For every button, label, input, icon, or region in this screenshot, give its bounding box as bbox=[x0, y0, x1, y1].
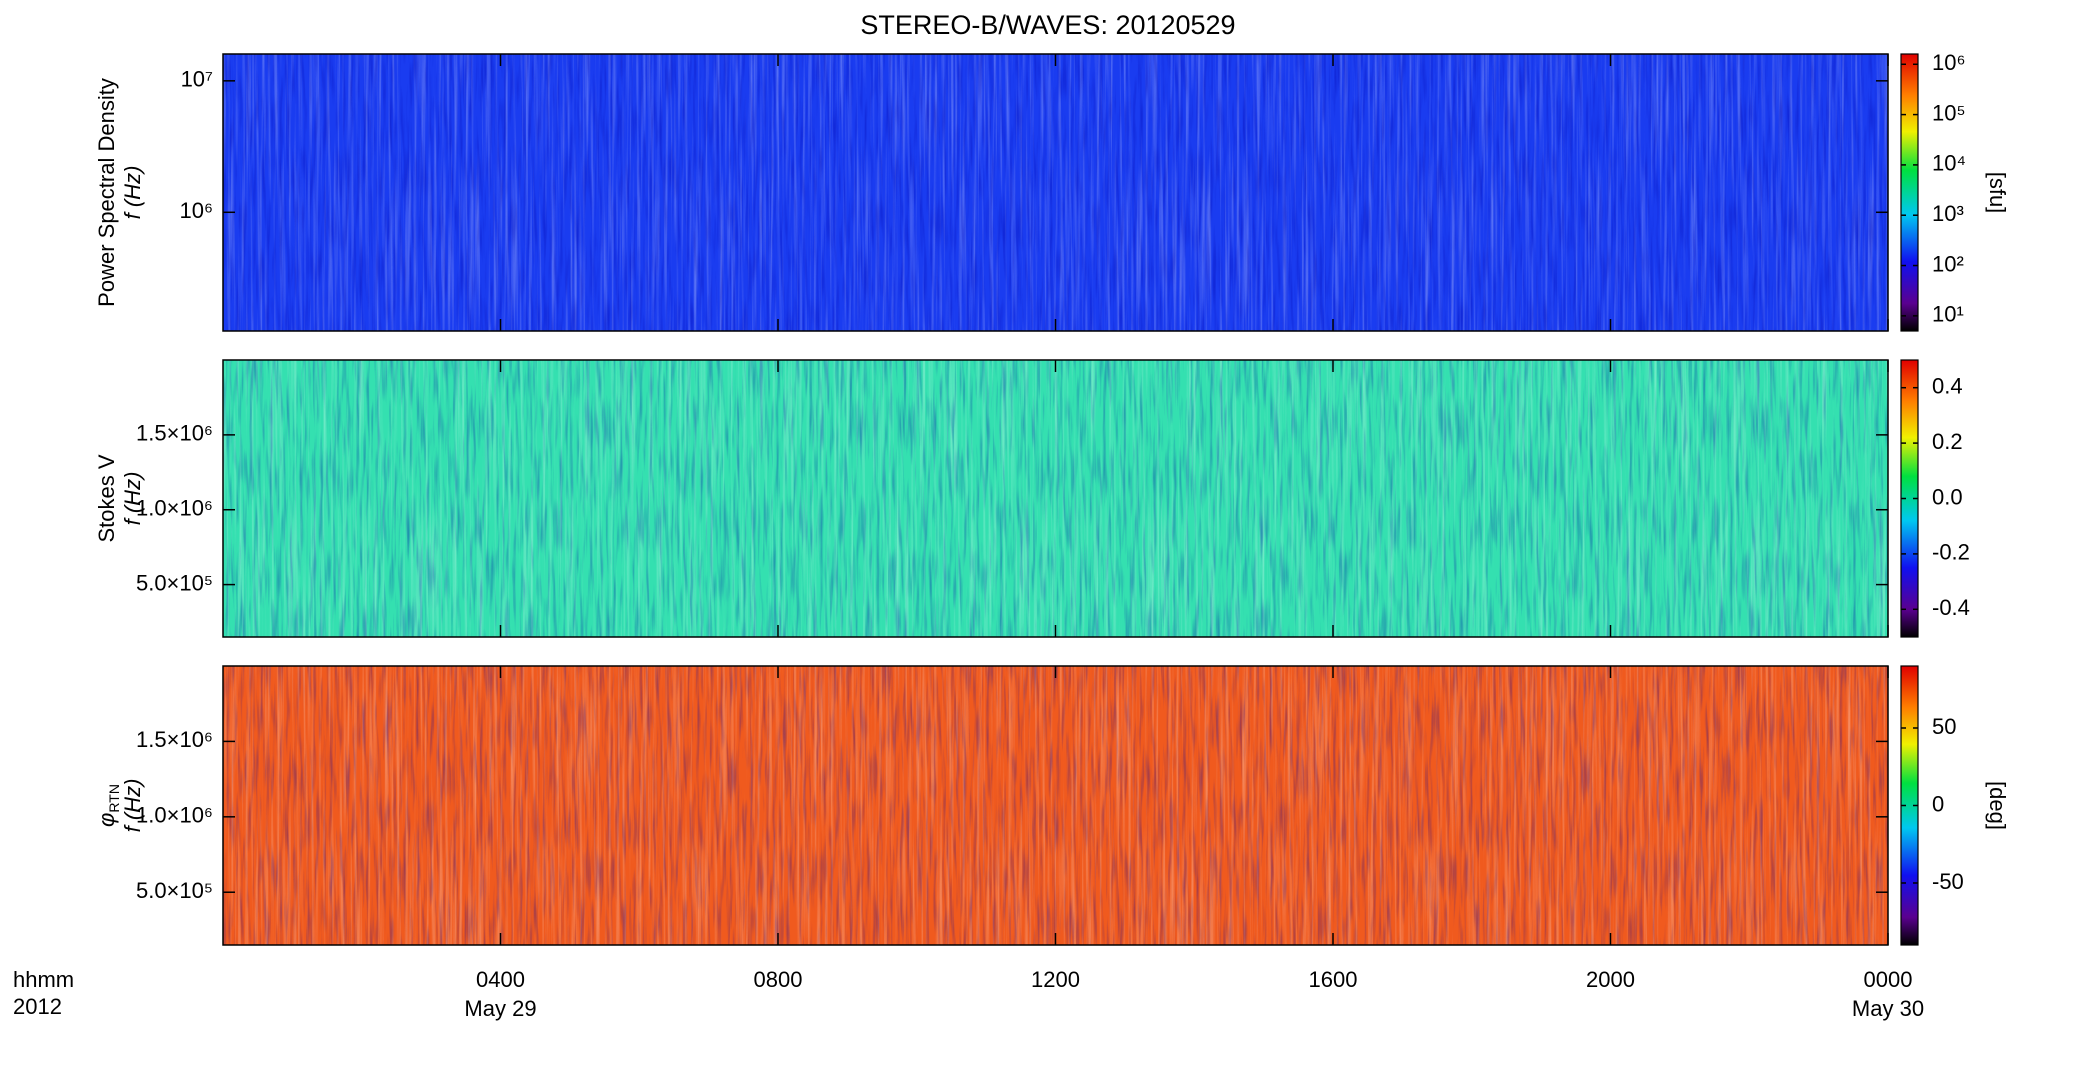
x-tick-label: 1200 bbox=[1031, 967, 1080, 992]
y-axis-label: f (Hz) bbox=[120, 779, 145, 833]
y-axis-label: f (Hz) bbox=[120, 472, 145, 526]
y-tick-label: 5.0×10⁵ bbox=[136, 878, 213, 903]
y-axis-label: Stokes V bbox=[94, 454, 119, 542]
y-tick-label: 10⁷ bbox=[181, 67, 213, 92]
y-tick-label: 10⁶ bbox=[179, 198, 213, 223]
colorbar-tick-label: 10³ bbox=[1932, 201, 1964, 226]
colorbar-tick-label: 0 bbox=[1932, 791, 1944, 816]
colorbar-tick-label: 10¹ bbox=[1932, 302, 1964, 327]
y-tick-label: 1.5×10⁶ bbox=[136, 421, 213, 446]
spectrogram-texture bbox=[223, 54, 1888, 331]
y-axis-label: Power Spectral Density bbox=[94, 78, 119, 307]
colorbar bbox=[1900, 53, 1919, 332]
spectrogram-texture bbox=[223, 666, 1888, 945]
colorbar-tick-label: 50 bbox=[1932, 714, 1956, 739]
colorbar-tick-label: -50 bbox=[1932, 869, 1964, 894]
x-tick-label: 0400 bbox=[476, 967, 525, 992]
colorbar-tick-label: 10² bbox=[1932, 251, 1964, 276]
x-date-label: May 29 bbox=[464, 996, 536, 1021]
colorbar-tick-label: 0.4 bbox=[1932, 374, 1963, 399]
colorbar-tick-label: -0.2 bbox=[1932, 540, 1970, 565]
colorbar-tick-label: 0.2 bbox=[1932, 429, 1963, 454]
y-tick-label: 1.0×10⁶ bbox=[136, 496, 213, 521]
x-date-label: May 30 bbox=[1852, 996, 1924, 1021]
x-corner-label: 2012 bbox=[13, 994, 62, 1019]
x-tick-label: 0800 bbox=[754, 967, 803, 992]
spectrogram-texture bbox=[223, 360, 1888, 637]
x-tick-label: 0000 bbox=[1864, 967, 1913, 992]
y-axis-label-sub: RTN bbox=[106, 784, 122, 813]
colorbar-tick-label: 10⁵ bbox=[1932, 100, 1966, 125]
x-tick-label: 2000 bbox=[1586, 967, 1635, 992]
colorbar-tick-label: 0.0 bbox=[1932, 484, 1963, 509]
y-tick-label: 5.0×10⁵ bbox=[136, 570, 213, 595]
y-tick-label: 1.0×10⁶ bbox=[136, 803, 213, 828]
x-tick-label: 1600 bbox=[1309, 967, 1358, 992]
y-axis-label: φRTN bbox=[94, 784, 122, 827]
chart-title: STEREO-B/WAVES: 20120529 bbox=[860, 10, 1235, 40]
colorbar-label: [deg] bbox=[1985, 781, 2010, 830]
y-axis-label: f (Hz) bbox=[120, 166, 145, 220]
x-corner-label: hhmm bbox=[13, 967, 74, 992]
y-tick-label: 1.5×10⁶ bbox=[136, 727, 213, 752]
colorbar-tick-label: 10⁶ bbox=[1932, 50, 1966, 75]
colorbar-tick-label: 10⁴ bbox=[1932, 151, 1966, 176]
colorbar-tick-label: -0.4 bbox=[1932, 595, 1970, 620]
colorbar-label: [sfu] bbox=[1985, 172, 2010, 214]
